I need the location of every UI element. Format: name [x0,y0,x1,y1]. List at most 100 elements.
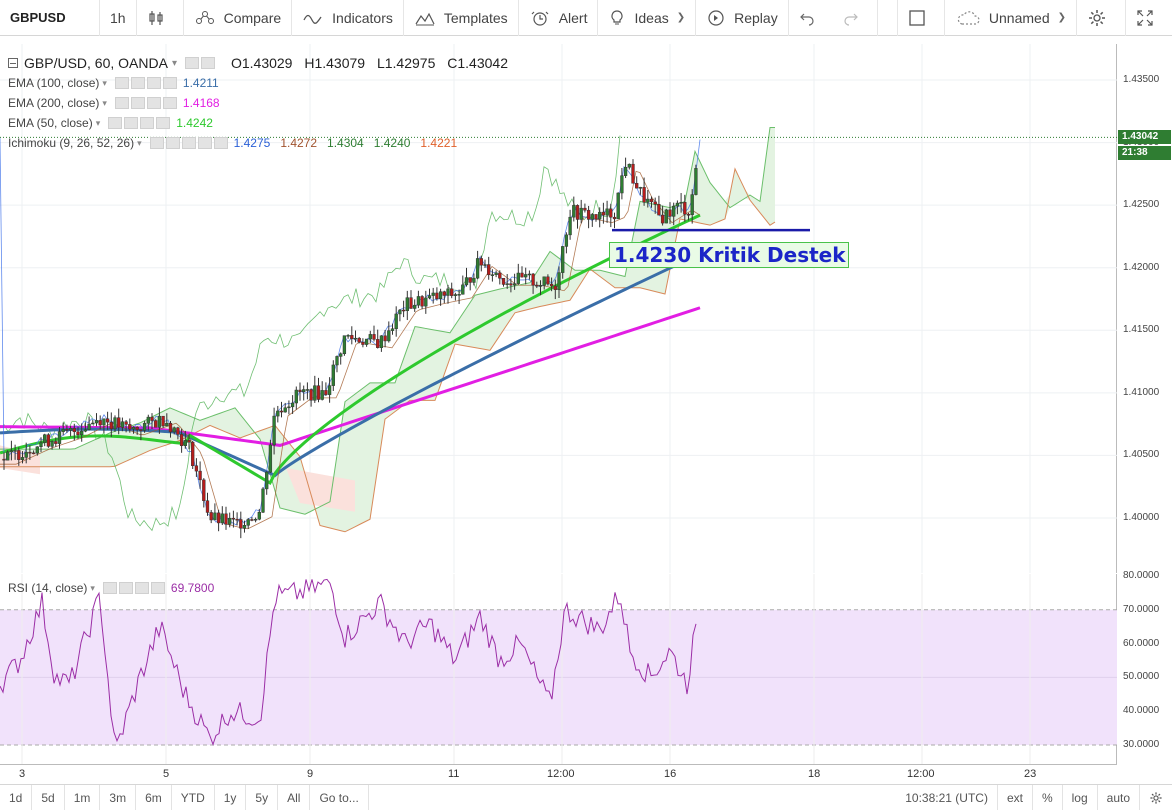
candle-body[interactable] [431,292,435,296]
candle-body[interactable] [305,389,310,391]
candle-body[interactable] [50,441,54,447]
candle-body[interactable] [590,214,594,220]
candle-body[interactable] [31,452,36,455]
range-button-1y[interactable]: 1y [215,784,247,810]
candle-body[interactable] [165,422,169,427]
candle-body[interactable] [598,211,602,220]
ichimoku-buttons[interactable] [149,137,228,149]
candle-body[interactable] [9,450,14,453]
candle-body[interactable] [224,513,228,525]
candle-body[interactable] [191,441,195,467]
candle-body[interactable] [586,209,591,220]
candle-body[interactable] [57,431,62,444]
candle-body[interactable] [379,335,384,348]
candle-body[interactable] [161,415,165,427]
candle-body[interactable] [28,451,32,454]
candle-body[interactable] [524,274,528,278]
range-button-1d[interactable]: 1d [0,784,33,810]
candle-body[interactable] [542,276,546,286]
series-title[interactable]: GBP/USD, 60, OANDA [24,55,168,71]
candle-body[interactable] [43,434,47,443]
candle-body[interactable] [157,415,162,428]
collapse-legend-icon[interactable] [8,58,18,68]
candle-body[interactable] [117,417,121,428]
candle-body[interactable] [24,451,28,458]
candle-body[interactable] [664,209,668,224]
candle-body[interactable] [427,295,432,299]
candle-body[interactable] [583,207,587,211]
candle-body[interactable] [368,334,372,340]
candle-body[interactable] [131,426,136,430]
layout-save-button[interactable]: Unnamed ❯ [945,0,1077,36]
chart-style-button[interactable] [137,0,184,36]
candle-body[interactable] [54,441,58,444]
candle-body[interactable] [302,389,306,392]
ema100-buttons[interactable] [114,77,177,89]
candle-body[interactable] [635,182,639,189]
ema200-buttons[interactable] [114,97,177,109]
candle-body[interactable] [290,402,295,408]
candle-body[interactable] [198,470,202,481]
candle-body[interactable] [468,277,472,283]
candle-body[interactable] [575,205,580,220]
candle-body[interactable] [420,296,424,307]
ext-toggle[interactable]: ext [998,784,1033,810]
ema100-line[interactable] [0,252,701,478]
candle-body[interactable] [672,205,676,217]
candle-body[interactable] [605,208,609,216]
candle-body[interactable] [309,389,313,401]
candle-body[interactable] [313,385,317,401]
undo-button[interactable] [789,0,833,36]
candle-body[interactable] [457,294,461,296]
candle-body[interactable] [80,430,84,436]
gear-icon[interactable] [200,57,215,69]
candle-body[interactable] [35,446,39,454]
templates-button[interactable]: Templates [404,0,519,36]
candle-body[interactable] [335,356,339,366]
candle-body[interactable] [686,214,691,216]
candle-body[interactable] [120,421,125,428]
candle-body[interactable] [690,194,694,215]
gear-icon[interactable] [130,77,145,89]
range-button-6m[interactable]: 6m [136,784,172,810]
candle-body[interactable] [235,518,239,521]
candle-body[interactable] [109,421,113,430]
candle-body[interactable] [94,420,99,424]
eye-icon[interactable] [108,117,123,129]
candle-body[interactable] [553,285,557,290]
candle-body[interactable] [268,444,273,473]
gear-icon[interactable] [165,137,180,149]
candle-body[interactable] [298,389,302,392]
candle-body[interactable] [331,364,335,386]
candle-body[interactable] [246,519,250,526]
ema100-label[interactable]: EMA (100, close) [8,76,100,90]
interval-button[interactable]: 1h [100,0,137,36]
range-button-ytd[interactable]: YTD [172,784,215,810]
ideas-button[interactable]: Ideas ❯ [598,0,697,36]
candle-body[interactable] [320,390,324,400]
price-chart[interactable] [0,44,1117,573]
auto-toggle[interactable]: auto [1098,784,1140,810]
candle-body[interactable] [205,500,210,513]
candle-body[interactable] [398,309,402,315]
candle-body[interactable] [2,458,6,461]
gear-icon[interactable] [130,97,145,109]
candle-body[interactable] [242,525,247,529]
candle-body[interactable] [124,421,128,425]
candle-body[interactable] [250,519,254,521]
chevron-down-icon[interactable]: ▾ [102,97,107,108]
ema50-line[interactable] [0,213,701,486]
candle-body[interactable] [39,442,43,448]
candle-body[interactable] [509,283,513,286]
candle-body[interactable] [46,434,51,447]
candle-body[interactable] [179,434,184,446]
candle-body[interactable] [627,163,631,168]
candle-body[interactable] [498,272,502,279]
candle-body[interactable] [68,428,73,431]
candle-body[interactable] [549,283,554,287]
candle-body[interactable] [287,406,291,409]
candle-body[interactable] [450,288,454,296]
candle-body[interactable] [372,334,376,340]
candle-body[interactable] [139,429,143,431]
candle-body[interactable] [561,246,565,273]
